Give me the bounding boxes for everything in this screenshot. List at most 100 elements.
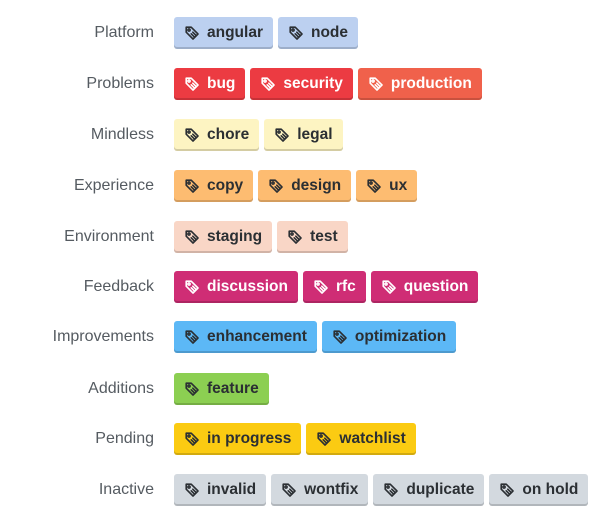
tag-label: node <box>310 24 349 41</box>
tag-icon <box>184 76 200 92</box>
tag-icon <box>287 229 303 245</box>
tag-icon <box>281 482 297 498</box>
tag-discussion[interactable]: discussion <box>174 271 298 303</box>
category-row-environment: Environment staging test <box>0 221 602 253</box>
tag-list: bug security production <box>174 68 482 100</box>
category-label: Pending <box>95 430 154 447</box>
tag-optimization[interactable]: optimization <box>321 321 457 353</box>
tag-icon <box>184 229 200 245</box>
tag-node[interactable]: node <box>277 17 359 49</box>
tag-label: chore <box>207 126 250 143</box>
tag-copy[interactable]: copy <box>174 170 254 202</box>
tag-list: enhancement optimization <box>174 321 457 353</box>
tag-icon <box>268 178 284 194</box>
tag-rfc[interactable]: rfc <box>302 271 366 303</box>
tag-invalid[interactable]: invalid <box>174 474 267 506</box>
category-row-feedback: Feedback discussion rfc question <box>0 271 602 303</box>
tag-feature[interactable]: feature <box>174 373 269 405</box>
tag-label: invalid <box>207 481 257 498</box>
tag-label: duplicate <box>406 481 475 498</box>
tag-icon <box>184 431 200 447</box>
tag-icon <box>184 25 200 41</box>
tag-label: feature <box>207 380 259 397</box>
tag-label: rfc <box>335 278 356 295</box>
tag-label: angular <box>207 24 263 41</box>
tag-enhancement[interactable]: enhancement <box>174 321 317 353</box>
tag-list: discussion rfc question <box>174 271 479 303</box>
tag-icon <box>381 279 397 295</box>
tag-icon <box>184 329 200 345</box>
category-row-experience: Experience copy design ux <box>0 170 602 202</box>
category-row-inactive: Inactive invalid wontfix duplicate on ho… <box>0 474 602 506</box>
tag-icon <box>313 279 329 295</box>
tag-in-progress[interactable]: in progress <box>174 423 302 455</box>
category-row-problems: Problems bug security production <box>0 68 602 100</box>
tag-list: in progress watchlist <box>174 423 416 455</box>
tag-list: chore legal <box>174 119 343 151</box>
tag-ux[interactable]: ux <box>356 170 418 202</box>
tag-label: question <box>403 278 469 295</box>
tag-icon <box>184 127 200 143</box>
category-label: Environment <box>64 228 154 245</box>
tag-icon <box>184 279 200 295</box>
tag-design[interactable]: design <box>258 170 352 202</box>
tag-icon <box>316 431 332 447</box>
tag-label: discussion <box>207 278 288 295</box>
tag-label: optimization <box>354 328 447 345</box>
tag-icon <box>288 25 304 41</box>
tag-list: feature <box>174 373 269 405</box>
tag-watchlist[interactable]: watchlist <box>306 423 416 455</box>
tag-question[interactable]: question <box>370 271 479 303</box>
tag-list: copy design ux <box>174 170 418 202</box>
category-row-additions: Additions feature <box>0 373 602 405</box>
tag-label: production <box>390 75 472 92</box>
tag-icon <box>366 178 382 194</box>
category-row-mindless: Mindless chore legal <box>0 119 602 151</box>
tag-list: staging test <box>174 221 348 253</box>
tag-label: ux <box>389 177 408 194</box>
tag-icon <box>499 482 515 498</box>
tag-label: legal <box>297 126 333 143</box>
tag-production[interactable]: production <box>357 68 482 100</box>
category-label: Inactive <box>98 481 154 498</box>
tag-label: bug <box>207 75 236 92</box>
category-label: Additions <box>88 380 154 397</box>
tag-label: copy <box>207 177 244 194</box>
tag-icon <box>368 76 384 92</box>
tag-legal[interactable]: legal <box>264 119 343 151</box>
tag-bug[interactable]: bug <box>174 68 246 100</box>
tag-label: design <box>291 177 342 194</box>
category-row-pending: Pending in progress watchlist <box>0 423 602 455</box>
tag-label: watchlist <box>339 430 406 447</box>
tag-icon <box>260 76 276 92</box>
category-label: Problems <box>86 75 154 92</box>
tag-icon <box>383 482 399 498</box>
category-row-platform: Platform angular node <box>0 17 602 49</box>
tag-icon <box>332 329 348 345</box>
category-label: Mindless <box>90 126 154 143</box>
tag-icon <box>184 381 200 397</box>
tag-on-hold[interactable]: on hold <box>489 474 589 506</box>
tag-wontfix[interactable]: wontfix <box>271 474 369 506</box>
tag-angular[interactable]: angular <box>174 17 273 49</box>
tag-security[interactable]: security <box>250 68 353 100</box>
category-row-improvements: Improvements enhancement optimization <box>0 321 602 353</box>
tag-staging[interactable]: staging <box>174 221 273 253</box>
tag-label: enhancement <box>207 328 307 345</box>
category-label: Improvements <box>52 328 154 345</box>
tag-icon <box>184 482 200 498</box>
tag-icon <box>274 127 290 143</box>
tag-label: wontfix <box>304 481 359 498</box>
tag-list: invalid wontfix duplicate on hold <box>174 474 589 506</box>
category-label: Platform <box>94 24 154 41</box>
tag-label: staging <box>207 228 263 245</box>
tag-label: on hold <box>522 481 579 498</box>
tag-icon <box>184 178 200 194</box>
tag-test[interactable]: test <box>277 221 348 253</box>
tag-label: test <box>310 228 338 245</box>
tag-list: angular node <box>174 17 359 49</box>
tag-label: in progress <box>207 430 292 447</box>
tag-chore[interactable]: chore <box>174 119 260 151</box>
tag-duplicate[interactable]: duplicate <box>373 474 485 506</box>
